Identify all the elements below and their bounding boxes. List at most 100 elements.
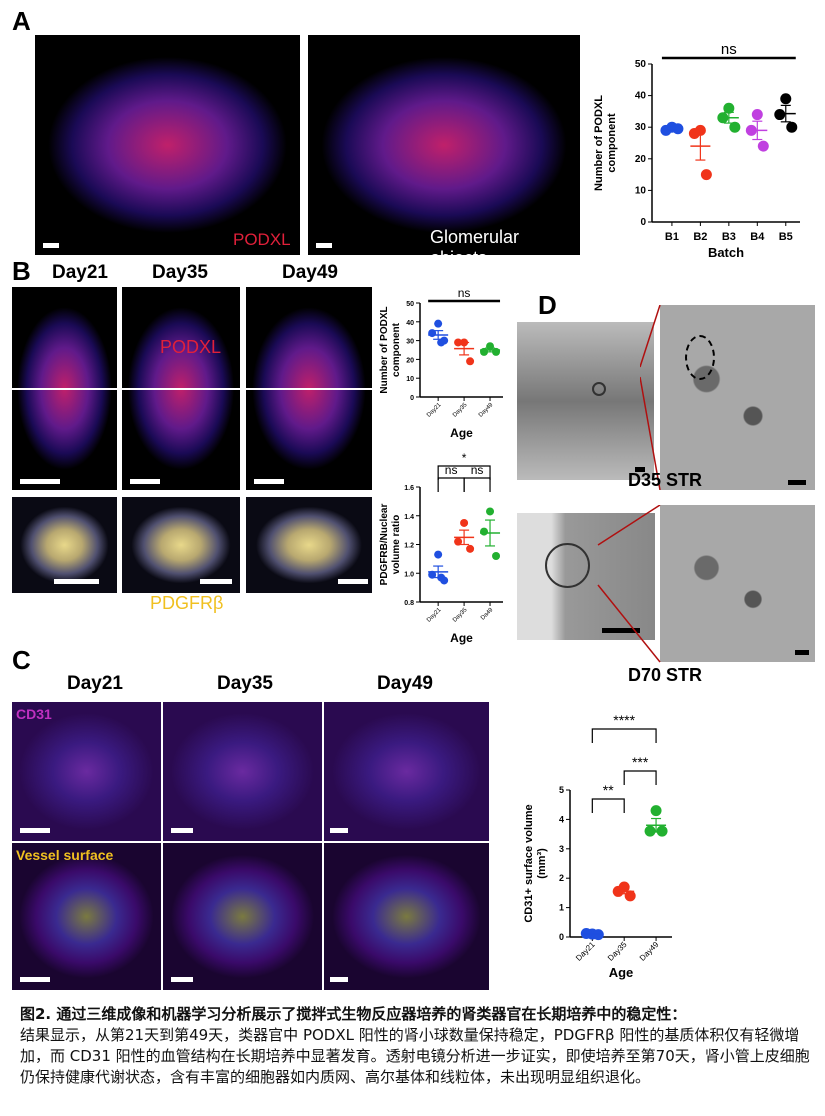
panel-label-a: A — [12, 6, 31, 36]
significance-bracket — [463, 477, 491, 492]
y-axis-label: Number of PODXL — [593, 95, 605, 191]
significance-bracket — [623, 770, 657, 785]
d35-em-overview — [517, 322, 654, 480]
day-header: Day49 — [377, 673, 433, 694]
significance-label: *** — [632, 754, 649, 770]
data-point — [723, 102, 735, 114]
y-tick-label: 0 — [410, 395, 414, 402]
panel-label-d: D — [538, 290, 557, 320]
d70-label: D70 STR — [627, 665, 703, 685]
day35-pdgfrb-image — [122, 497, 240, 593]
data-point — [729, 121, 741, 133]
chart-c: 0 1 2 3 4 5 Day21 Day35 Day49 Age CD31+ surface vo… — [523, 712, 672, 980]
glomerular-objects-label: Glomerular objects — [430, 227, 520, 255]
figure-caption: 图2. 通过三维成像和机器学习分析展示了搅拌式生物反应器培养的肾类器官在长期培养… — [20, 1004, 810, 1088]
y-tick-label: 10 — [406, 376, 414, 383]
day21-vessel-image: Vessel surface — [12, 843, 161, 990]
y-tick-label: 5 — [559, 785, 564, 795]
data-point — [624, 890, 636, 902]
day49-pdgfrb-image — [246, 497, 372, 593]
podxl-label: PODXL — [160, 337, 222, 357]
data-point — [460, 518, 469, 527]
data-point — [434, 550, 443, 559]
x-tick-label: B3 — [722, 231, 736, 243]
day21-cd31-image: CD31 — [12, 702, 161, 841]
significance-label: ns — [721, 41, 737, 58]
caption-body: 结果显示，从第21天到第49天，类器官中 PODXL 阳性的肾小球数量保持稳定，… — [20, 1026, 810, 1086]
data-point — [656, 825, 668, 837]
cd31-label: CD31 — [16, 706, 52, 722]
y-tick-label: 40 — [635, 91, 647, 102]
d70-em-overview — [517, 513, 655, 640]
y-axis-label: PDGFRB/Nuclear — [379, 504, 390, 586]
x-tick-label: Day21 — [426, 607, 443, 624]
y-axis-label: component — [606, 113, 618, 173]
pdgfrb-label: PDGFRβ — [150, 593, 224, 613]
x-axis-label: Age — [609, 965, 634, 980]
y-tick-label: 1 — [559, 903, 564, 913]
y-tick-label: 1.4 — [404, 514, 414, 521]
x-tick-label: Day35 — [606, 940, 629, 963]
y-tick-label: 50 — [635, 59, 647, 70]
glomerular-objects-image: Glomerular objects — [308, 35, 580, 255]
scale-bar — [43, 243, 59, 248]
day21-pdgfrb-image — [12, 497, 117, 593]
day-header: Day49 — [282, 262, 338, 283]
chart-b2: 0.8 1.0 1.2 1.4 1.6 Day21 Day35 Da49 Age PDGFRB/N… — [379, 452, 503, 645]
data-point — [688, 128, 700, 140]
x-tick-label: Day35 — [452, 402, 469, 419]
day-header: Day35 — [217, 673, 273, 694]
chart-b1: 0 10 20 30 40 50 Day21 Day35 Day49 Age Number of P… — [379, 286, 503, 440]
significance-bracket — [591, 798, 625, 813]
x-tick-label: B1 — [665, 231, 679, 243]
x-tick-label: Day35 — [452, 607, 469, 624]
data-point — [757, 140, 769, 152]
x-tick-label: Day49 — [638, 940, 661, 963]
d35-em-zoom — [660, 305, 815, 490]
day-header: Day21 — [52, 262, 108, 283]
x-tick-label: Da49 — [480, 607, 495, 622]
data-point — [751, 109, 763, 121]
y-tick-label: 3 — [559, 844, 564, 854]
y-axis-label: volume ratio — [391, 515, 402, 574]
y-tick-label: 0 — [559, 932, 564, 942]
day49-vessel-image — [324, 843, 489, 990]
data-point — [492, 552, 501, 560]
x-tick-label: B5 — [779, 231, 793, 243]
y-tick-label: 0 — [640, 217, 646, 228]
significance-bracket — [591, 728, 657, 743]
significance-label: ns — [445, 463, 458, 477]
x-tick-label: B4 — [750, 231, 765, 243]
x-tick-label: B2 — [693, 231, 707, 243]
data-point — [644, 825, 656, 837]
scale-bar — [316, 243, 332, 248]
day35-vessel-image — [163, 843, 322, 990]
y-tick-label: 50 — [406, 301, 414, 308]
significance-bracket — [437, 477, 465, 492]
data-point — [454, 338, 463, 347]
day49-cd31-image — [324, 702, 489, 841]
x-tick-label: Day49 — [478, 402, 495, 419]
x-axis-label: Batch — [708, 245, 744, 260]
data-point — [437, 338, 446, 347]
y-axis-label: CD31+ surface volume — [523, 804, 535, 922]
y-tick-label: 0.8 — [404, 600, 414, 607]
data-point — [434, 319, 443, 328]
d35-label: D35 STR — [627, 470, 703, 490]
panel-label-b: B — [12, 256, 31, 286]
y-tick-label: 20 — [635, 154, 647, 165]
d70-em-zoom — [660, 505, 815, 662]
significance-label: **** — [613, 712, 635, 728]
data-point — [466, 544, 475, 553]
x-tick-label: Day21 — [574, 940, 597, 963]
data-point — [780, 93, 792, 105]
day35-cd31-image — [163, 702, 322, 841]
data-point — [466, 357, 475, 366]
y-axis-label: Number of PODXL — [379, 306, 390, 393]
y-axis-label: component — [391, 322, 402, 377]
data-point — [480, 527, 489, 536]
y-tick-label: 20 — [406, 357, 414, 364]
data-point — [428, 570, 437, 579]
significance-label: * — [462, 452, 467, 465]
data-point — [774, 109, 786, 121]
